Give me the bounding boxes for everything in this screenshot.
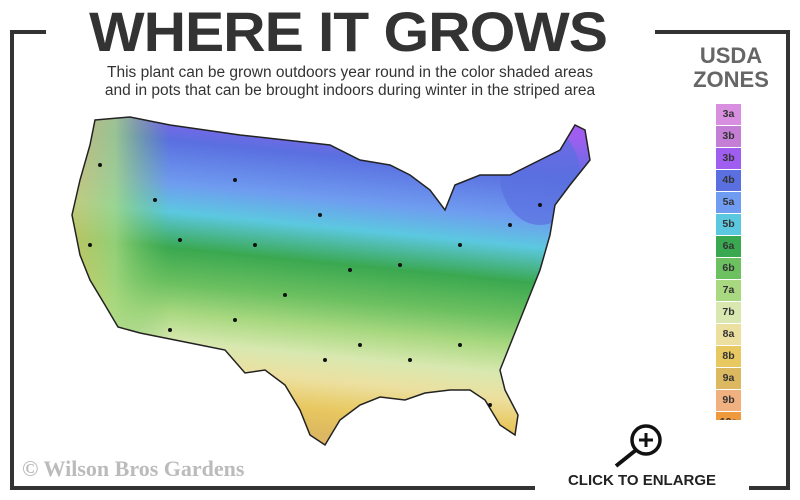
city-dots [88, 163, 542, 407]
west-coast-shading [72, 117, 170, 355]
legend-zone-3b: 3b [716, 126, 741, 148]
us-outline [71, 116, 591, 447]
legend-zone-3a: 3a [716, 104, 741, 126]
copyright-watermark: © Wilson Bros Gardens [22, 456, 245, 481]
legend-title-line: USDA [699, 43, 763, 68]
legend-zone-4b: 4b [716, 170, 741, 192]
legend-zone-8a: 8a [716, 324, 741, 346]
northeast-shading [500, 125, 580, 225]
legend-title: USDA ZONES [676, 44, 786, 92]
legend-zone-9a: 9a [716, 368, 741, 390]
legend-zone-6b: 6b [716, 258, 741, 280]
legend-zone-7b: 7b [716, 302, 741, 324]
frame-left [10, 30, 14, 490]
frame-bottom [10, 486, 790, 490]
subtitle: This plant can be grown outdoors year ro… [40, 64, 660, 100]
legend-zone-9b: 9b [716, 390, 741, 412]
frame-right [786, 30, 790, 490]
zone-legend: 3a3b3b4b5a5b6a6b7a7b8a8b9a9b10a10b [716, 104, 741, 456]
frame-top-right [655, 30, 790, 34]
click-to-enlarge-label: CLICK TO ENLARGE [567, 472, 717, 489]
legend-zone-5b: 5b [716, 214, 741, 236]
usda-zone-map[interactable] [60, 105, 600, 455]
page-title: WHERE IT GROWS [89, 0, 608, 63]
frame-top-left [10, 30, 46, 34]
legend-zone-7a: 7a [716, 280, 741, 302]
legend-zone-3b: 3b [716, 148, 741, 170]
legend-zone-5a: 5a [716, 192, 741, 214]
legend-title-line: ZONES [693, 67, 769, 92]
legend-zone-6a: 6a [716, 236, 741, 258]
subtitle-line: and in pots that can be brought indoors … [104, 82, 596, 99]
legend-zone-8b: 8b [716, 346, 741, 368]
zoom-in-magnifier-icon [614, 424, 662, 468]
click-to-enlarge-button[interactable]: CLICK TO ENLARGE [535, 420, 749, 500]
subtitle-line: This plant can be grown outdoors year ro… [107, 64, 593, 81]
